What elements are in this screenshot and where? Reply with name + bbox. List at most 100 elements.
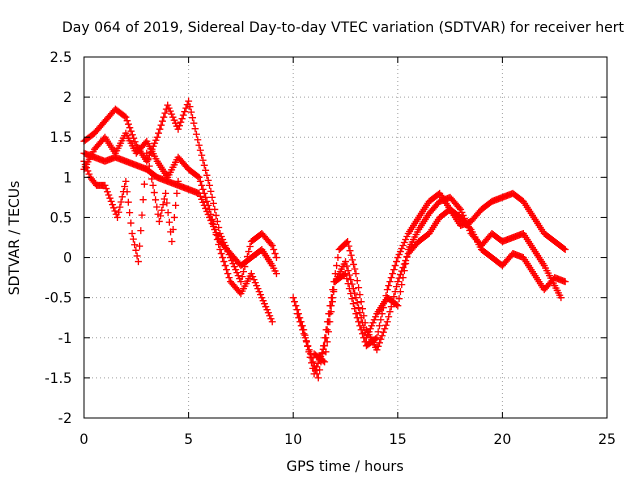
data-point: [305, 346, 313, 354]
data-point: [152, 136, 160, 144]
data-point: [374, 342, 382, 350]
data-point: [196, 177, 204, 185]
y-tick-label: -1.5: [45, 371, 72, 387]
data-point: [373, 346, 381, 354]
data-point: [267, 240, 275, 248]
data-point: [303, 338, 311, 346]
data-point: [358, 305, 366, 313]
data-point: [313, 370, 321, 378]
x-tick-label: 5: [184, 432, 193, 448]
data-point: [139, 196, 147, 204]
data-point: [150, 189, 158, 197]
data-point: [225, 274, 233, 282]
data-point: [370, 316, 378, 324]
data-point: [343, 262, 351, 270]
data-point: [209, 199, 217, 207]
data-point: [316, 366, 324, 374]
data-point: [249, 273, 257, 281]
data-point: [207, 216, 215, 224]
data-point: [348, 256, 356, 264]
data-point: [268, 242, 276, 250]
data-point: [243, 253, 251, 261]
data-point: [382, 321, 390, 329]
data-point: [387, 303, 395, 311]
data-point: [159, 201, 167, 209]
data-point: [387, 274, 395, 282]
data-point: [126, 124, 134, 132]
data-point: [163, 199, 171, 207]
data-point: [321, 358, 329, 366]
y-tick-label: 1.5: [50, 130, 72, 146]
data-point: [352, 294, 360, 302]
data-point: [300, 330, 308, 338]
x-axis-label: GPS time / hours: [286, 459, 403, 475]
data-point: [353, 299, 361, 307]
data-point: [355, 284, 363, 292]
data-point: [219, 254, 227, 262]
data-point: [158, 206, 166, 214]
data-point: [157, 212, 165, 220]
data-point: [240, 268, 248, 276]
data-point: [116, 203, 124, 211]
data-point: [233, 269, 241, 277]
data-point: [148, 175, 156, 183]
data-point: [344, 238, 352, 246]
data-point: [84, 167, 92, 175]
data-point: [297, 322, 305, 330]
data-point: [156, 125, 164, 133]
data-point: [164, 209, 172, 217]
data-point: [364, 331, 372, 339]
data-point: [267, 315, 275, 323]
data-point: [115, 208, 123, 216]
data-point: [198, 195, 206, 203]
data-point: [462, 217, 470, 225]
data-point: [373, 334, 381, 342]
data-point: [304, 342, 312, 350]
data-point: [238, 273, 246, 281]
data-point: [375, 322, 383, 330]
data-point: [260, 300, 268, 308]
data-point: [128, 229, 136, 237]
data-point: [319, 357, 327, 365]
data-point: [162, 189, 170, 197]
data-point: [343, 275, 351, 283]
data-point: [245, 248, 253, 256]
data-point: [200, 189, 208, 197]
data-point: [289, 294, 297, 302]
data-point: [172, 201, 180, 209]
data-point: [194, 172, 202, 180]
data-point: [123, 117, 131, 125]
x-tick-label: 10: [284, 432, 302, 448]
data-point: [199, 198, 207, 206]
data-point: [213, 217, 221, 225]
data-point: [292, 302, 300, 310]
data-point: [198, 181, 206, 189]
data-point: [356, 309, 364, 317]
data-point: [121, 112, 129, 120]
data-point: [149, 181, 157, 189]
data-point: [155, 217, 163, 225]
data-point: [122, 177, 130, 185]
x-tick-label: 0: [80, 432, 89, 448]
data-point: [348, 295, 356, 303]
data-point: [377, 316, 385, 324]
data-point: [206, 181, 214, 189]
data-point: [185, 97, 193, 105]
data-point: [268, 318, 276, 326]
data-point: [131, 241, 139, 249]
data-point: [208, 215, 216, 223]
data-point: [212, 230, 220, 238]
data-point: [106, 194, 114, 202]
data-point: [295, 314, 303, 322]
data-point: [118, 193, 126, 201]
data-point: [251, 279, 259, 287]
series-track-f: [293, 205, 569, 382]
data-point: [398, 281, 406, 289]
data-point: [372, 313, 380, 321]
data-point: [216, 246, 224, 254]
data-point: [228, 257, 236, 265]
data-point: [165, 218, 173, 226]
data-point: [213, 236, 221, 244]
chart-title: Day 064 of 2019, Sidereal Day-to-day VTE…: [62, 20, 624, 36]
data-point: [170, 213, 178, 221]
